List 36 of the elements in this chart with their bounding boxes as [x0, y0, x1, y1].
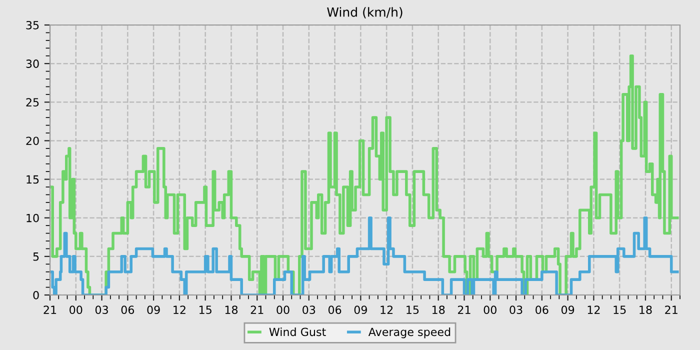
x-tick-label: 18	[225, 306, 238, 314]
x-tick-label: 15	[406, 306, 419, 314]
legend-label: Average speed	[368, 327, 450, 338]
x-tick-label: 00	[484, 306, 496, 314]
x-tick-label: 06	[328, 306, 342, 314]
x-tick-label: 09	[147, 306, 160, 314]
x-tick-label: 12	[380, 306, 393, 314]
y-tick-label: 35	[26, 20, 39, 30]
x-tick-label: 15	[199, 306, 212, 314]
x-tick-label: 12	[588, 306, 600, 314]
x-tick-label: 03	[510, 306, 522, 314]
y-tick-label: 10	[26, 214, 39, 222]
x-tick-label: 03	[95, 306, 108, 314]
y-tick-label: 5	[33, 252, 39, 261]
y-tick-label: 25	[26, 98, 39, 107]
x-tick-label: 00	[70, 306, 82, 314]
x-tick-label: 21	[44, 306, 56, 314]
chart-title: Wind (km/h)	[327, 7, 402, 18]
legend-label: Wind Gust	[269, 327, 326, 336]
x-tick-label: 18	[640, 306, 652, 314]
x-tick-label: 18	[432, 306, 445, 314]
x-tick-label: 15	[614, 306, 626, 314]
x-tick-label: 09	[354, 306, 367, 314]
x-tick-label: 06	[121, 306, 134, 314]
x-tick-label: 21	[665, 306, 678, 314]
y-tick-label: 20	[26, 136, 39, 146]
x-tick-label: 03	[302, 306, 316, 314]
x-tick-label: 06	[536, 306, 548, 314]
y-tick-label: 15	[26, 175, 39, 184]
x-tick-label: 09	[561, 306, 574, 314]
x-tick-label: 21	[250, 306, 264, 314]
x-tick-label: 12	[174, 306, 186, 314]
x-tick-label: 21	[458, 306, 470, 314]
y-tick-label: 0	[33, 290, 39, 300]
y-tick-label: 30	[26, 60, 39, 68]
x-tick-label: 00	[276, 306, 290, 314]
